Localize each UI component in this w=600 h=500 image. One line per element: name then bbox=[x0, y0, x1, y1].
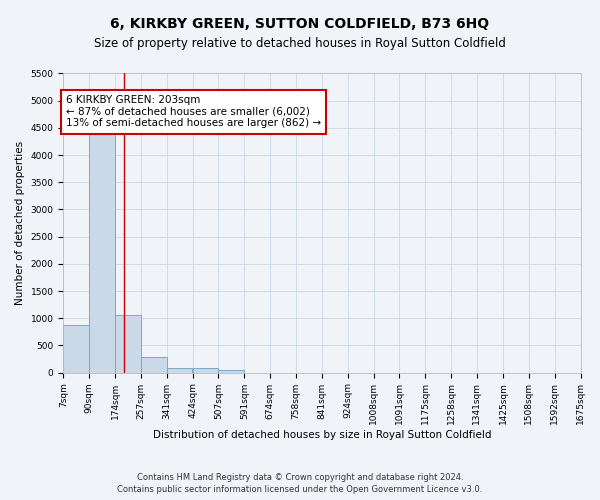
Bar bbox=[167, 368, 193, 372]
Bar bbox=[141, 358, 167, 372]
Bar bbox=[218, 370, 244, 372]
Bar bbox=[89, 124, 115, 372]
Bar bbox=[64, 326, 89, 372]
Text: Size of property relative to detached houses in Royal Sutton Coldfield: Size of property relative to detached ho… bbox=[94, 38, 506, 51]
X-axis label: Distribution of detached houses by size in Royal Sutton Coldfield: Distribution of detached houses by size … bbox=[152, 430, 491, 440]
Text: 6 KIRKBY GREEN: 203sqm
← 87% of detached houses are smaller (6,002)
13% of semi-: 6 KIRKBY GREEN: 203sqm ← 87% of detached… bbox=[66, 96, 321, 128]
Text: Contains public sector information licensed under the Open Government Licence v3: Contains public sector information licen… bbox=[118, 485, 482, 494]
Bar bbox=[115, 316, 140, 372]
Text: Contains HM Land Registry data © Crown copyright and database right 2024.: Contains HM Land Registry data © Crown c… bbox=[137, 472, 463, 482]
Text: 6, KIRKBY GREEN, SUTTON COLDFIELD, B73 6HQ: 6, KIRKBY GREEN, SUTTON COLDFIELD, B73 6… bbox=[110, 18, 490, 32]
Y-axis label: Number of detached properties: Number of detached properties bbox=[15, 141, 25, 305]
Bar bbox=[193, 368, 218, 372]
